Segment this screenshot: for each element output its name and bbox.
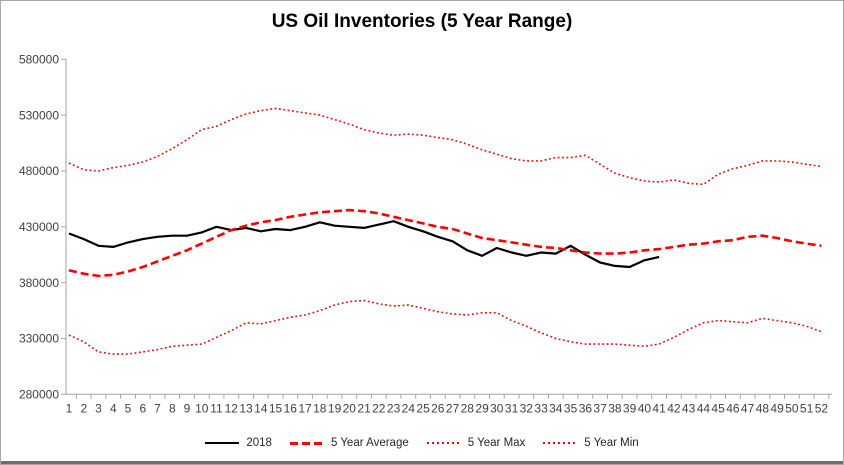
- x-tick-label: 11: [210, 402, 223, 416]
- series-line-5-year-max: [68, 107, 822, 186]
- x-tick-label: 18: [313, 402, 327, 416]
- legend-line-dotted-icon: [543, 442, 578, 444]
- y-tick-label: 380000: [19, 276, 59, 290]
- y-tick-label: 480000: [19, 164, 59, 178]
- x-tick-label: 10: [195, 402, 209, 416]
- x-tick-label: 13: [239, 402, 253, 416]
- legend-line-solid-icon: [205, 442, 240, 444]
- x-tick-label: 43: [682, 402, 696, 416]
- x-tick-label: 1: [66, 402, 73, 416]
- chart-legend: 2018 5 Year Average 5 Year Max 5 Year Mi…: [1, 437, 843, 449]
- legend-label: 2018: [246, 437, 272, 449]
- x-tick-label: 20: [343, 402, 357, 416]
- legend-label: 5 Year Max: [467, 437, 526, 449]
- legend-item-2018: 2018: [205, 437, 272, 449]
- x-tick-label: 19: [328, 402, 342, 416]
- y-tick-label: 430000: [19, 220, 59, 234]
- x-tick-label: 21: [357, 402, 371, 416]
- legend-line-dashed-icon: [289, 441, 324, 445]
- x-tick-label: 6: [139, 402, 146, 416]
- x-tick-label: 17: [298, 402, 312, 416]
- y-tick-label: 580000: [19, 53, 59, 67]
- x-tick-label: 5: [125, 402, 132, 416]
- x-tick-label: 30: [490, 402, 504, 416]
- x-tick-label: 38: [608, 402, 622, 416]
- x-tick-label: 24: [402, 402, 416, 416]
- x-tick-label: 26: [431, 402, 445, 416]
- x-tick-label: 51: [800, 402, 814, 416]
- x-tick-label: 9: [184, 402, 191, 416]
- x-tick-label: 22: [372, 402, 386, 416]
- legend-line-dotted-icon: [426, 442, 461, 444]
- x-tick-label: 37: [593, 402, 607, 416]
- series-line-5-year-average: [68, 208, 822, 278]
- x-tick-label: 41: [652, 402, 666, 416]
- legend-item-5-year-min: 5 Year Min: [543, 437, 639, 449]
- x-tick-label: 52: [815, 402, 829, 416]
- x-tick-label: 15: [269, 402, 283, 416]
- x-tick-label: 46: [726, 402, 740, 416]
- x-tick-label: 28: [461, 402, 475, 416]
- x-tick-label: 49: [770, 402, 784, 416]
- x-tick-label: 7: [154, 402, 161, 416]
- x-tick-label: 12: [225, 402, 239, 416]
- x-tick-label: 23: [387, 402, 401, 416]
- legend-label: 5 Year Average: [330, 437, 409, 449]
- y-tick-label: 280000: [19, 388, 59, 402]
- x-tick-label: 33: [534, 402, 548, 416]
- x-tick-label: 29: [475, 402, 489, 416]
- x-tick-label: 45: [711, 402, 725, 416]
- series-line-5-year-min: [68, 299, 822, 355]
- x-tick-label: 36: [579, 402, 593, 416]
- x-tick-label: 4: [110, 402, 117, 416]
- x-tick-label: 40: [638, 402, 652, 416]
- x-tick-label: 27: [446, 402, 460, 416]
- x-tick-label: 39: [623, 402, 637, 416]
- legend-item-5-year-average: 5 Year Average: [289, 437, 409, 449]
- x-tick-label: 3: [95, 402, 102, 416]
- x-tick-label: 2: [80, 402, 87, 416]
- x-tick-label: 48: [756, 402, 770, 416]
- x-tick-label: 25: [416, 402, 430, 416]
- window-bottom-edge: [1, 461, 843, 464]
- x-tick-label: 50: [785, 402, 799, 416]
- x-tick-label: 14: [254, 402, 268, 416]
- x-tick-label: 35: [564, 402, 578, 416]
- x-tick-label: 44: [697, 402, 711, 416]
- x-tick-label: 8: [169, 402, 176, 416]
- x-tick-label: 32: [520, 402, 534, 416]
- series-line-2018: [68, 220, 660, 269]
- y-tick-label: 330000: [19, 332, 59, 346]
- x-tick-label: 42: [667, 402, 681, 416]
- legend-label: 5 Year Min: [584, 437, 639, 449]
- x-tick-label: 47: [741, 402, 755, 416]
- x-tick-label: 34: [549, 402, 563, 416]
- x-tick-label: 31: [505, 402, 519, 416]
- y-tick-label: 530000: [19, 108, 59, 122]
- legend-item-5-year-max: 5 Year Max: [426, 437, 526, 449]
- chart-title: US Oil Inventories (5 Year Range): [271, 11, 573, 32]
- x-tick-label: 16: [284, 402, 298, 416]
